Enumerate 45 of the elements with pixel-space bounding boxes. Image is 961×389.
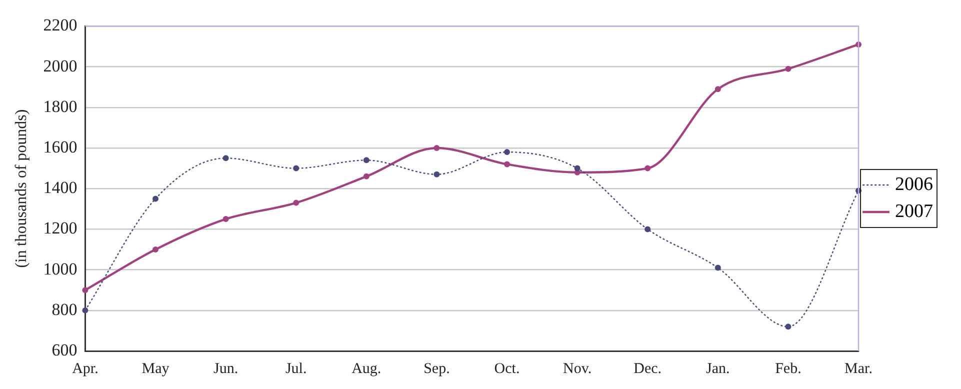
point xyxy=(434,171,440,178)
point xyxy=(82,287,88,294)
x-tick-label: Apr. xyxy=(72,360,98,377)
y-tick-label: 1400 xyxy=(43,178,78,198)
y-tick-label: 1600 xyxy=(43,137,78,156)
x-tick-label: Sep. xyxy=(424,360,450,377)
point xyxy=(152,196,158,202)
point xyxy=(82,307,88,314)
x-tick-label: Jun. xyxy=(214,360,238,377)
point xyxy=(152,246,158,252)
x-tick-label: Nov. xyxy=(562,360,592,377)
point xyxy=(644,165,651,172)
point xyxy=(714,86,721,92)
x-tick-label: May xyxy=(142,360,170,377)
point xyxy=(434,145,440,151)
legend-label: 2007 xyxy=(895,200,933,222)
point xyxy=(293,200,300,206)
x-tick-label: Jul. xyxy=(285,360,307,377)
legend-label: 2006 xyxy=(895,174,933,195)
y-tick-label: 1800 xyxy=(43,96,78,116)
point xyxy=(574,165,580,172)
x-tick-label: Oct. xyxy=(494,360,520,377)
y-tick-label: 1000 xyxy=(43,259,78,278)
point xyxy=(714,264,721,271)
x-tick-label: Dec. xyxy=(634,360,662,377)
point xyxy=(504,161,510,168)
point xyxy=(222,155,229,162)
y-tick-label: 800 xyxy=(52,300,78,319)
x-tick-label: Aug. xyxy=(352,360,382,377)
point xyxy=(644,226,651,232)
y-tick-label: 600 xyxy=(52,340,78,360)
y-axis-title: (in thousands of pounds) xyxy=(12,109,30,268)
x-tick-label: Mar. xyxy=(844,360,872,377)
point xyxy=(363,173,370,180)
point xyxy=(504,149,510,156)
x-tick-label: Jan. xyxy=(706,360,730,377)
y-tick-label: 2200 xyxy=(43,16,78,35)
point xyxy=(785,324,792,330)
y-tick-label: 2000 xyxy=(43,56,78,76)
point xyxy=(293,165,300,172)
point xyxy=(363,157,370,164)
point xyxy=(222,216,229,222)
point xyxy=(785,66,792,72)
x-tick-label: Feb. xyxy=(775,360,802,377)
y-tick-label: 1200 xyxy=(43,218,78,238)
